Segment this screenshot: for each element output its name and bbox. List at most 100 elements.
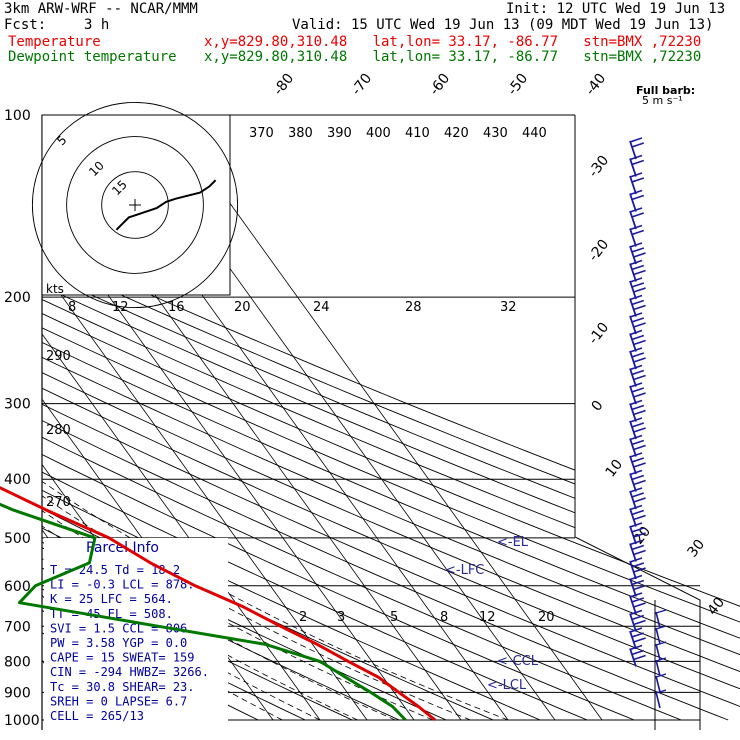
parcel-info-row: SREH = 0 LAPSE= 6.7 (50, 694, 187, 708)
parcel-info-row: CAPE = 15 SWEAT= 159 (50, 651, 195, 665)
wind-barb-feather (633, 654, 646, 661)
wind-barb-feather (629, 609, 643, 616)
wind-barb-feather (631, 562, 645, 568)
wind-barb-shaft (629, 403, 637, 422)
dry-adiabat-line (42, 115, 740, 721)
wind-barb-feather (631, 299, 645, 306)
parcel-level-label: <-EL (497, 535, 529, 550)
wind-barb-feather (633, 427, 646, 433)
wind-barb-shaft (629, 613, 637, 632)
wind-barb-feather (629, 644, 643, 651)
dry-adiabat-line (42, 115, 588, 721)
pressure-label: 1000 (4, 713, 40, 729)
forecast-hours: 3 h (84, 17, 110, 33)
wind-barb-feather (655, 689, 667, 694)
wind-barb-shaft (629, 508, 637, 527)
wind-barb-shaft (629, 228, 637, 247)
wind-barb-feather (633, 532, 646, 538)
wind-barb-feather (629, 347, 643, 353)
isotherm-label: 10 (603, 457, 627, 481)
wind-barb-feather (633, 444, 646, 451)
isotherm-label: -30 (586, 153, 613, 181)
dewpoint-location: x,y=829.80,310.48 lat,lon= 33.17, -86.77… (204, 49, 702, 65)
wind-barb-shaft (629, 298, 637, 317)
wind-barb-shaft (629, 473, 637, 492)
wind-barb-feather (633, 567, 646, 573)
wind-barb-feather (633, 602, 646, 608)
dry-adiabat-line (42, 115, 740, 721)
wind-barb-shaft (629, 210, 637, 230)
theta-label: 370 (249, 126, 274, 141)
wind-barb-feather (629, 574, 643, 581)
wind-barb-feather (629, 557, 643, 563)
dry-adiabat-line (42, 115, 740, 721)
wind-barb-feather (629, 172, 643, 178)
wind-barb-feather (631, 282, 645, 288)
temperature-line (0, 486, 437, 722)
wind-barb-feather (631, 509, 645, 516)
wind-barb-feather (633, 497, 646, 503)
valid-time: Valid: 15 UTC Wed 19 Jun 13 (09 MDT Wed … (292, 17, 714, 33)
wind-barb-feather (655, 641, 667, 646)
mixing-ratio-label: 8 (68, 300, 76, 315)
mixing-ratio-label: 12 (112, 300, 129, 315)
parcel-info-row: PW = 3.58 YGP = 0.0 (50, 636, 187, 650)
pressure-label: 400 (4, 472, 31, 488)
pressure-label: 900 (4, 685, 31, 701)
wind-barb-shaft (629, 578, 637, 597)
wind-barb-feather (631, 247, 645, 253)
wind-barb-feather (631, 422, 645, 428)
wind-barb-feather (629, 417, 643, 423)
wind-barb-feather (631, 632, 645, 638)
wind-barb-feather (633, 409, 646, 416)
wind-barb-shaft (629, 648, 637, 667)
dry-adiabat-line (42, 115, 740, 721)
wind-barb-feather (629, 592, 643, 598)
pressure-label: 700 (4, 619, 31, 635)
wind-barb-feather (655, 657, 667, 662)
wind-barb-feather (633, 462, 646, 468)
wind-barb-feather (629, 504, 643, 511)
wind-barb-shaft (629, 175, 637, 195)
isotherm-label: -50 (505, 71, 532, 99)
theta-label: 410 (405, 126, 430, 141)
mixing-ratio-label: 16 (168, 300, 185, 315)
wind-barb-feather (629, 277, 643, 283)
hodograph-ring (66, 136, 204, 274)
temperature-location: x,y=829.80,310.48 lat,lon= 33.17, -86.77… (204, 34, 702, 50)
wind-barb-shaft (629, 350, 637, 370)
wind-barb-shaft (629, 455, 637, 475)
theta-label: 390 (327, 126, 352, 141)
wind-barb-feather (633, 637, 646, 643)
hodograph-trace (115, 179, 217, 231)
wind-barb-feather (629, 207, 643, 213)
parcel-level-label: <-LFC (445, 563, 484, 578)
mixing-ratio-label: 20 (234, 300, 251, 315)
wind-barb-feather (631, 544, 645, 551)
dry-adiabat-line (42, 115, 635, 721)
parcel-info-title: Parcel Info (86, 540, 159, 556)
dry-adiabat-line (42, 115, 740, 721)
model-title: 3km ARW-WRF -- NCAR/MMM (4, 1, 198, 17)
theta-label: 440 (522, 126, 547, 141)
isotherm-label: -60 (427, 71, 454, 99)
isotherm-label: 0 (589, 398, 607, 415)
isotherm-line (166, 115, 603, 721)
wind-barb-feather (633, 549, 646, 556)
wind-barb-feather (631, 649, 645, 656)
isotherm-line (42, 115, 368, 721)
isotherm-label: -70 (349, 71, 376, 99)
theta-label: 420 (444, 126, 469, 141)
wind-barb-feather (629, 154, 643, 161)
wind-barb-feather (633, 479, 646, 486)
parcel-info-row: LI = -0.3 LCL = 878. (50, 578, 195, 592)
mixing-ratio-label-lower: 5 (390, 610, 398, 625)
wind-barb-feather (633, 252, 646, 258)
pressure-label: 800 (4, 654, 31, 670)
hodograph-units-label: kts (46, 282, 64, 296)
wind-barb-shaft (629, 368, 637, 387)
isotherm-label: -20 (586, 237, 613, 265)
temperature-legend: Temperature (8, 34, 101, 50)
wind-barb-feather (631, 352, 645, 358)
